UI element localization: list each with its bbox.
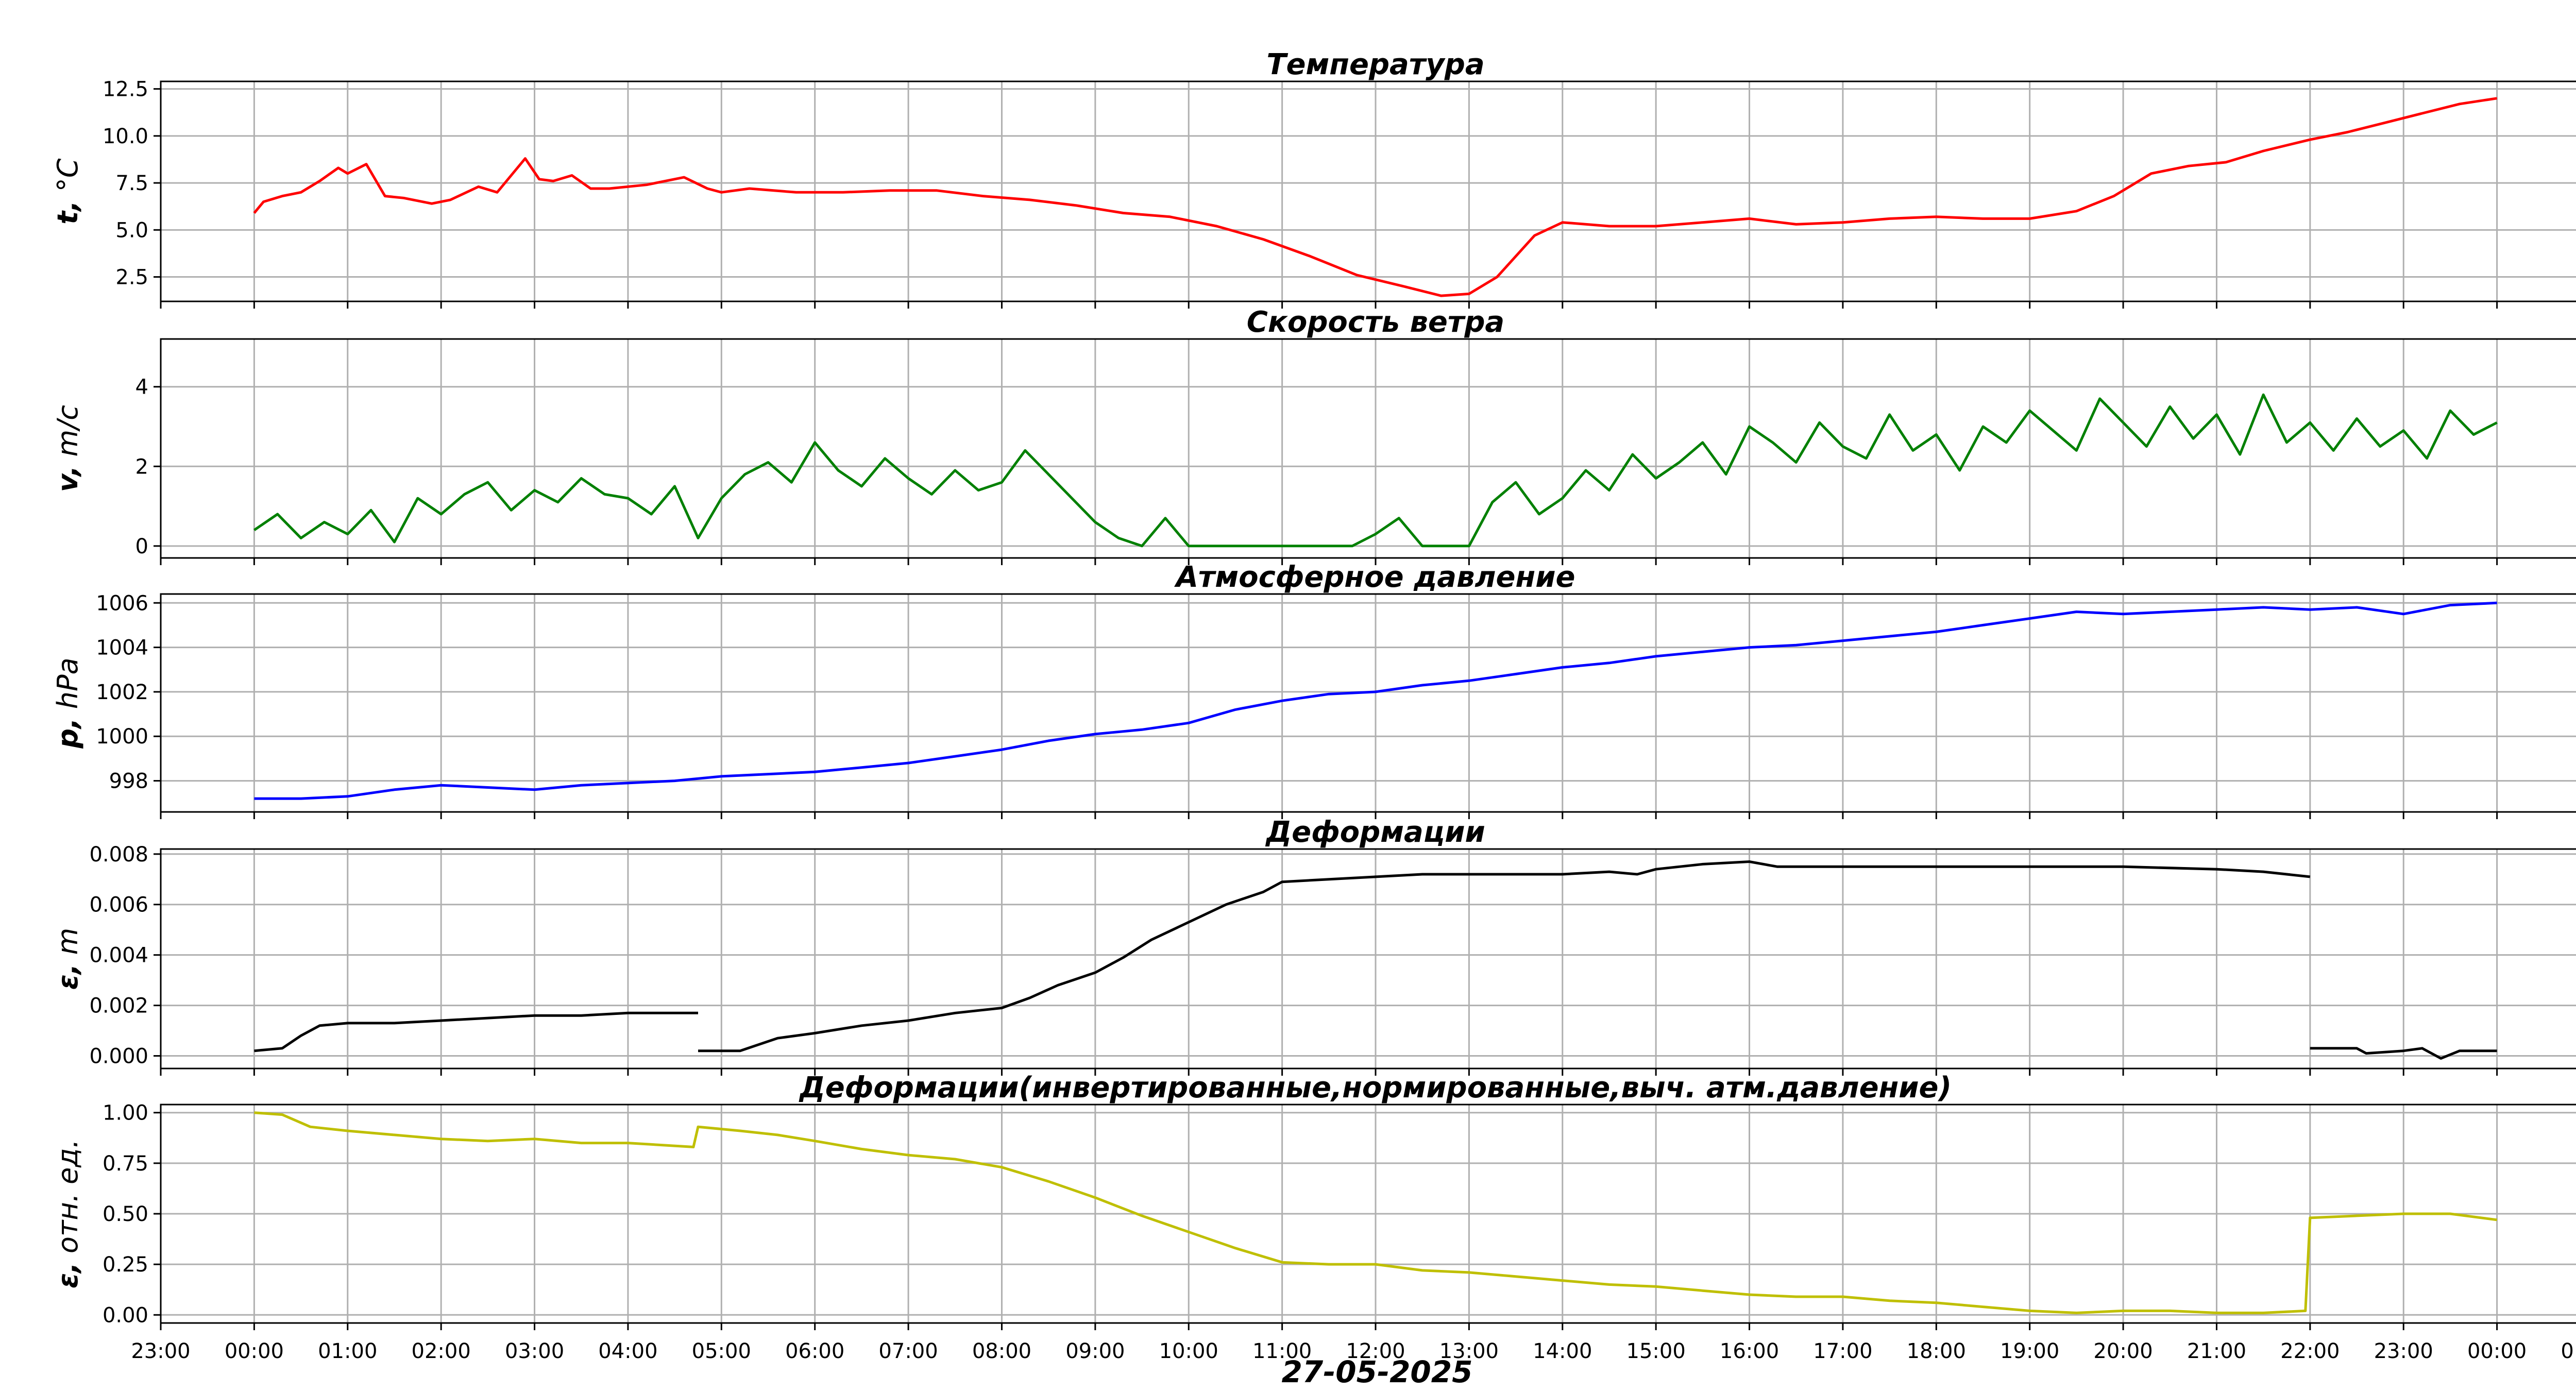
- panel-4: 0.000 0.002 0.004 0.006 0.008 Деформации ε, m: [52, 816, 2576, 1076]
- series-line-2-1: [253, 393, 2498, 548]
- y-tick-label: 0.006: [89, 893, 148, 917]
- x-tick-label: 01:00: [2561, 1339, 2576, 1363]
- x-tick-label: 21:00: [2187, 1339, 2246, 1363]
- panel-title: Температура: [1266, 48, 1484, 81]
- x-tick-label: 06:00: [785, 1339, 844, 1363]
- y-tick-label: 0.002: [89, 994, 148, 1018]
- y-axis-unit: hPa: [52, 657, 84, 718]
- x-tick-label: 23:00: [131, 1339, 190, 1363]
- x-tick-label: 00:00: [2467, 1339, 2527, 1363]
- x-tick-label: 00:00: [225, 1339, 284, 1363]
- panel-title: Скорость ветра: [1247, 306, 1504, 339]
- y-tick-label: 0.000: [89, 1045, 148, 1068]
- y-tick-label: 0: [135, 535, 148, 558]
- y-tick-label: 1004: [96, 636, 148, 660]
- plot-frame: [160, 80, 2576, 302]
- series-line-4-3: [2310, 1047, 2497, 1060]
- x-tick-label: 23:00: [2374, 1339, 2433, 1363]
- y-tick-label: 1000: [96, 725, 148, 749]
- x-tick-label: 12:00: [1346, 1339, 1405, 1363]
- y-tick-label: 2: [135, 455, 148, 479]
- y-tick-label: 5.0: [115, 218, 148, 242]
- y-axis-unit: °C: [52, 158, 84, 200]
- x-tick-label: 20:00: [2093, 1339, 2153, 1363]
- y-tick-label: 0.25: [103, 1253, 148, 1277]
- x-tick-label: 07:00: [878, 1339, 938, 1363]
- panel-title: Атмосферное давление: [1174, 561, 1575, 594]
- panel-title: Деформации: [1265, 816, 1485, 849]
- x-tick-label: 01:00: [318, 1339, 377, 1363]
- panel-1: 2.5 5.0 7.5 10.0 12.5 Температура t, °C: [52, 48, 2576, 309]
- x-tick-label: 16:00: [1720, 1339, 1779, 1363]
- y-axis-symbol: ε,: [52, 964, 84, 990]
- y-axis-label: t, °C: [52, 158, 84, 224]
- x-tick-label: 22:00: [2280, 1339, 2340, 1363]
- y-tick-label: 7.5: [115, 172, 148, 195]
- y-axis-symbol: v,: [52, 466, 84, 492]
- x-tick-label: 08:00: [972, 1339, 1031, 1363]
- y-tick-label: 0.00: [103, 1303, 148, 1327]
- y-tick-label: 10.0: [103, 125, 148, 148]
- date-label: 27-05-2025: [1282, 1354, 1473, 1389]
- series-line-1-1: [253, 97, 2497, 297]
- x-tick-label: 18:00: [1907, 1339, 1966, 1363]
- x-tick-label: 11:00: [1252, 1339, 1312, 1363]
- y-axis-label: ε, отн. ед.: [52, 1139, 84, 1288]
- series-line-3-1: [254, 601, 2497, 800]
- y-axis-unit: m: [52, 928, 84, 964]
- y-tick-label: 0.004: [89, 944, 148, 968]
- x-tick-label: 19:00: [2000, 1339, 2059, 1363]
- x-tick-label: 10:00: [1159, 1339, 1218, 1363]
- y-axis-label: p, hPa: [52, 657, 84, 749]
- y-tick-label: 12.5: [103, 78, 148, 101]
- y-axis-label: ε, m: [52, 928, 84, 990]
- y-tick-label: 0.50: [103, 1202, 148, 1226]
- y-axis-unit: отн. ед.: [52, 1139, 84, 1262]
- y-tick-label: 0.75: [103, 1152, 148, 1176]
- series-line-5-1: [254, 1111, 2497, 1314]
- x-tick-label: 14:00: [1533, 1339, 1592, 1363]
- y-axis-symbol: p,: [52, 718, 84, 749]
- y-tick-label: 1.00: [103, 1101, 148, 1125]
- y-axis-symbol: t,: [52, 200, 84, 224]
- x-tick-label: 05:00: [692, 1339, 751, 1363]
- y-tick-label: 998: [109, 770, 148, 793]
- x-tick-label: 13:00: [1439, 1339, 1499, 1363]
- x-tick-label: 02:00: [412, 1339, 471, 1363]
- x-tick-label: 03:00: [505, 1339, 564, 1363]
- panel-title: Деформации(инвертированные,нормированные…: [799, 1071, 1952, 1105]
- plot-frame: [160, 1104, 2576, 1324]
- plot-frame: [160, 338, 2576, 559]
- plot-frame: [160, 593, 2576, 813]
- plot-frame: [160, 848, 2576, 1070]
- x-tick-label: 15:00: [1626, 1339, 1686, 1363]
- y-tick-label: 0.008: [89, 843, 148, 867]
- x-tick-label: 09:00: [1065, 1339, 1125, 1363]
- y-axis-label: v, m/c: [52, 405, 84, 492]
- y-tick-label: 4: [135, 376, 148, 399]
- panel-5: 0.00 0.25 0.50 0.75 1.00 Деформации(инвертиро…: [52, 1071, 2576, 1330]
- x-tick-label: 04:00: [598, 1339, 657, 1363]
- y-tick-label: 1002: [96, 681, 148, 704]
- series-line-4-1: [254, 1011, 698, 1053]
- y-tick-label: 2.5: [115, 266, 148, 290]
- y-tick-label: 1006: [96, 591, 148, 615]
- panel-3: 998 1000 1002 1004 1006 Атмосферное давление p…: [52, 561, 2576, 819]
- panel-2: 0 2 4 Скорость ветра v, m/c: [52, 306, 2576, 565]
- y-axis-symbol: ε,: [52, 1262, 84, 1288]
- series-line-4-2: [698, 860, 2311, 1053]
- y-axis-unit: m/c: [52, 405, 84, 466]
- x-tick-label: 17:00: [1813, 1339, 1872, 1363]
